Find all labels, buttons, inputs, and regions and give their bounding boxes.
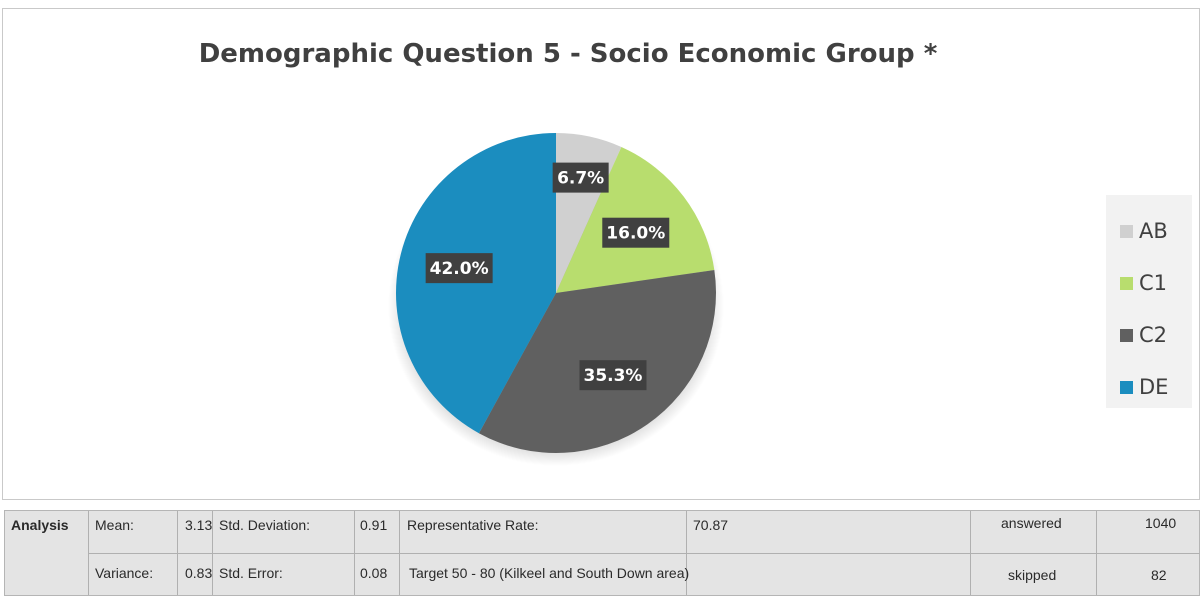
data-label-ab: 6.7% bbox=[552, 162, 609, 193]
representative-rate-label: Representative Rate: bbox=[407, 517, 539, 533]
svg-text:16.0%: 16.0% bbox=[606, 224, 665, 244]
std-error-label: Std. Error: bbox=[219, 565, 283, 581]
legend-item-c2: C2 bbox=[1120, 309, 1192, 361]
answered-value: 1040 bbox=[1145, 515, 1177, 531]
legend-item-c1: C1 bbox=[1120, 257, 1192, 309]
legend-label: C1 bbox=[1139, 271, 1168, 295]
legend-swatch bbox=[1120, 328, 1133, 342]
chart-title: Demographic Question 5 - Socio Economic … bbox=[198, 39, 938, 69]
pie-chart: 6.7% 16.0% 35.3% 42.0% bbox=[388, 133, 724, 466]
svg-text:42.0%: 42.0% bbox=[430, 259, 489, 279]
data-label-c2: 35.3% bbox=[579, 360, 647, 391]
std-deviation-value: 0.91 bbox=[360, 517, 388, 533]
legend-item-de: DE bbox=[1120, 361, 1192, 413]
svg-text:6.7%: 6.7% bbox=[557, 169, 604, 189]
std-error-value: 0.08 bbox=[360, 565, 388, 581]
legend-label: DE bbox=[1139, 375, 1169, 399]
data-label-c1: 16.0% bbox=[602, 217, 670, 248]
analysis-table: Analysis Mean: 3.13 Std. Deviation: 0.91… bbox=[4, 510, 1200, 596]
representative-rate-value: 70.87 bbox=[693, 517, 729, 533]
analysis-label: Analysis bbox=[11, 517, 69, 533]
mean-label: Mean: bbox=[95, 517, 134, 533]
legend-swatch bbox=[1120, 380, 1133, 394]
svg-text:35.3%: 35.3% bbox=[583, 366, 642, 386]
answered-label: answered bbox=[1001, 515, 1062, 531]
data-label-de: 42.0% bbox=[425, 253, 493, 284]
legend-swatch bbox=[1120, 224, 1133, 238]
legend-item-ab: AB bbox=[1120, 205, 1192, 257]
skipped-value: 82 bbox=[1151, 567, 1167, 583]
legend: AB C1 C2 DE bbox=[1106, 195, 1192, 408]
legend-label: C2 bbox=[1139, 323, 1168, 347]
target-text: Target 50 - 80 (Kilkeel and South Down a… bbox=[409, 565, 690, 581]
legend-label: AB bbox=[1139, 219, 1168, 243]
variance-value: 0.83 bbox=[185, 565, 213, 581]
legend-swatch bbox=[1120, 276, 1133, 290]
std-deviation-label: Std. Deviation: bbox=[219, 517, 311, 533]
mean-value: 3.13 bbox=[185, 517, 213, 533]
chart-frame: Demographic Question 5 - Socio Economic … bbox=[2, 8, 1200, 500]
skipped-label: skipped bbox=[1008, 567, 1057, 583]
variance-label: Variance: bbox=[95, 565, 154, 581]
